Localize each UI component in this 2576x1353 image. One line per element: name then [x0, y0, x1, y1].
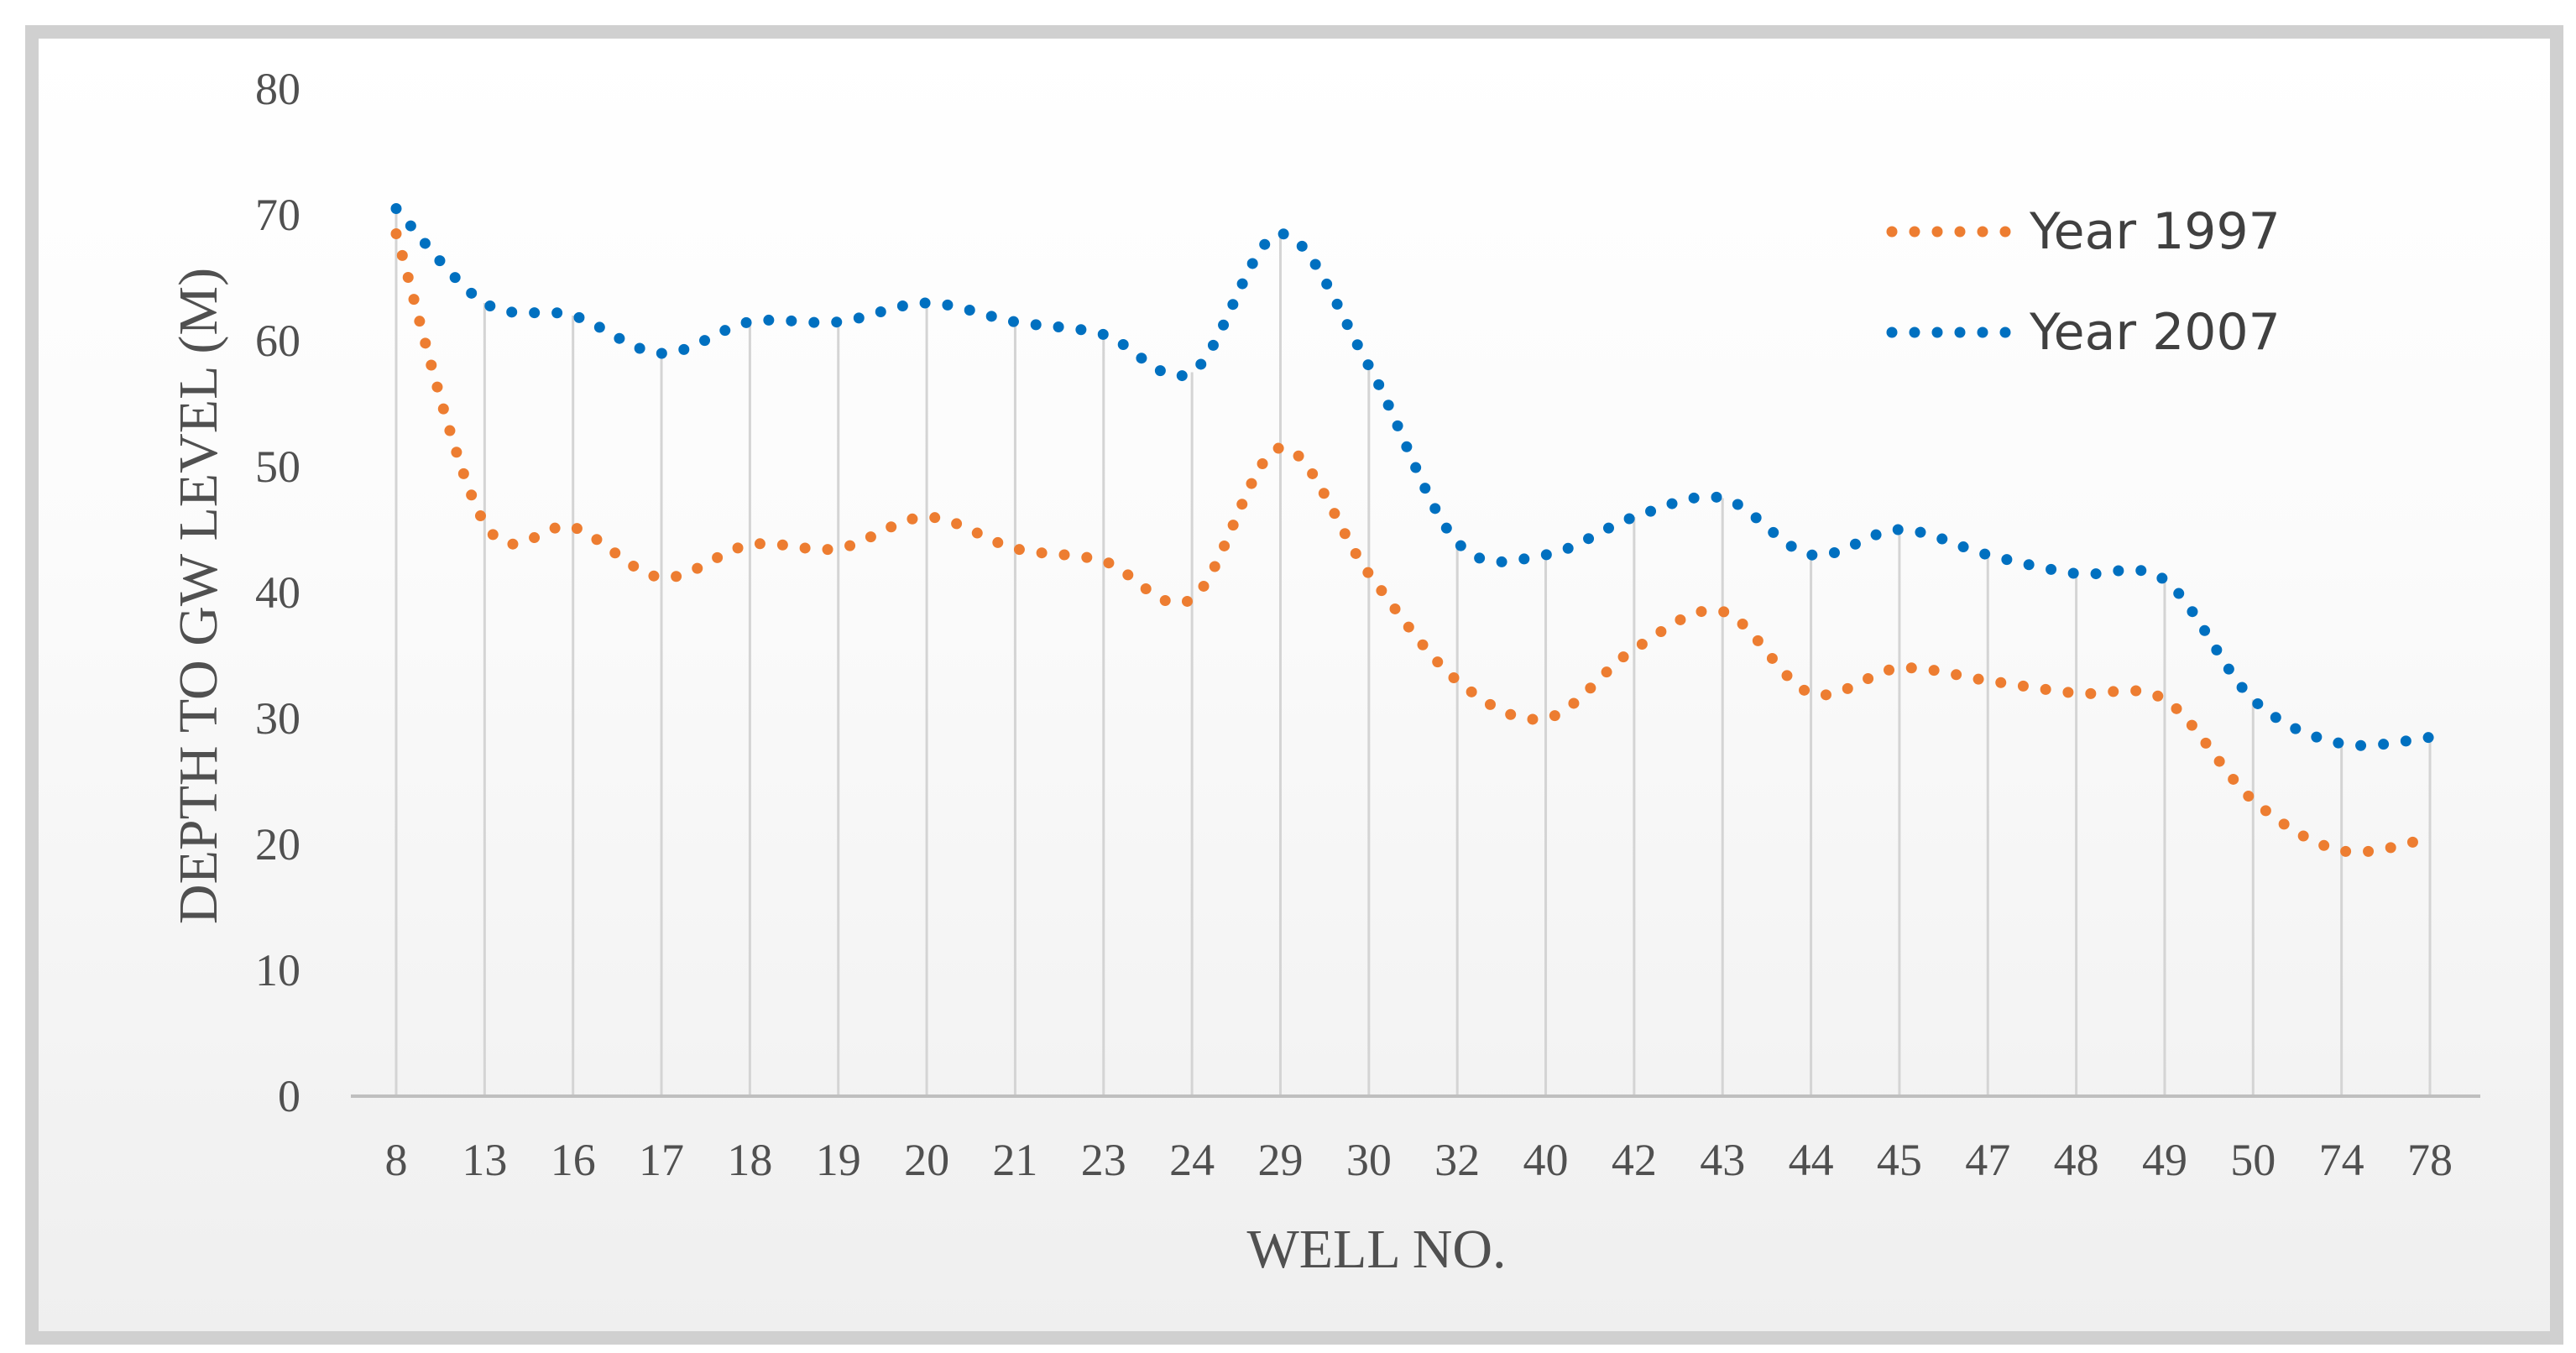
legend-label-2007: Year 2007: [2029, 303, 2281, 362]
x-tick-label: 18: [727, 1135, 772, 1185]
series-layer: [390, 203, 2436, 858]
y-tick-label: 0: [278, 1071, 300, 1121]
x-tick-label: 48: [2054, 1135, 2099, 1185]
x-tick-label: 74: [2319, 1135, 2364, 1185]
x-tick-label: 43: [1700, 1135, 1745, 1185]
x-tick-label: 42: [1612, 1135, 1657, 1185]
x-tick-label: 17: [639, 1135, 684, 1185]
x-tick-label: 24: [1169, 1135, 1215, 1185]
x-tick-label: 19: [816, 1135, 861, 1185]
x-tick-label: 45: [1877, 1135, 1922, 1185]
x-tick-label: 78: [2407, 1135, 2453, 1185]
grid-lines: [394, 208, 2432, 1096]
x-tick-label: 40: [1523, 1135, 1569, 1185]
y-tick-label: 50: [255, 441, 300, 492]
x-tick-label: 8: [385, 1135, 408, 1185]
y-axis-tick-labels: 0 10 20 30 40 50 60 70 80: [255, 64, 300, 1121]
x-axis-title: WELL NO.: [1246, 1219, 1506, 1280]
y-tick-label: 40: [255, 567, 300, 618]
y-tick-label: 60: [255, 316, 300, 366]
series-line-year-1997: [390, 228, 2436, 858]
x-tick-label: 20: [904, 1135, 949, 1185]
legend-label-1997: Year 1997: [2029, 202, 2281, 261]
x-tick-label: 47: [1965, 1135, 2010, 1185]
y-tick-label: 10: [255, 945, 300, 995]
x-axis-tick-labels: 8 13 16 17 18 19 20 21 23 24 29 30 32 40 42 43 44 45 47 48 4…: [385, 1135, 2453, 1185]
y-tick-label: 80: [255, 64, 300, 114]
x-tick-label: 21: [992, 1135, 1037, 1185]
legend: Year 1997 Year 2007: [1886, 202, 2281, 362]
y-tick-label: 20: [255, 819, 300, 870]
x-tick-label: 50: [2230, 1135, 2276, 1185]
chart-frame: 0 10 20 30 40 50 60 70 80 8 13 16 17 18 19 20 21 23 24 29 3…: [25, 25, 2563, 1345]
y-tick-label: 70: [255, 190, 300, 240]
legend-item-1997: Year 1997: [1886, 202, 2281, 261]
x-tick-label: 44: [1789, 1135, 1834, 1185]
x-tick-label: 29: [1257, 1135, 1303, 1185]
x-tick-label: 13: [462, 1135, 507, 1185]
legend-item-2007: Year 2007: [1886, 303, 2281, 362]
x-tick-label: 23: [1081, 1135, 1126, 1185]
x-tick-label: 49: [2142, 1135, 2187, 1185]
y-tick-label: 30: [255, 693, 300, 744]
x-tick-label: 30: [1346, 1135, 1392, 1185]
x-tick-label: 32: [1434, 1135, 1480, 1185]
x-tick-label: 16: [551, 1135, 596, 1185]
series-line-year-2007: [390, 203, 2436, 751]
y-axis-title: DEPTH TO GW LEVEL (M): [168, 268, 229, 924]
